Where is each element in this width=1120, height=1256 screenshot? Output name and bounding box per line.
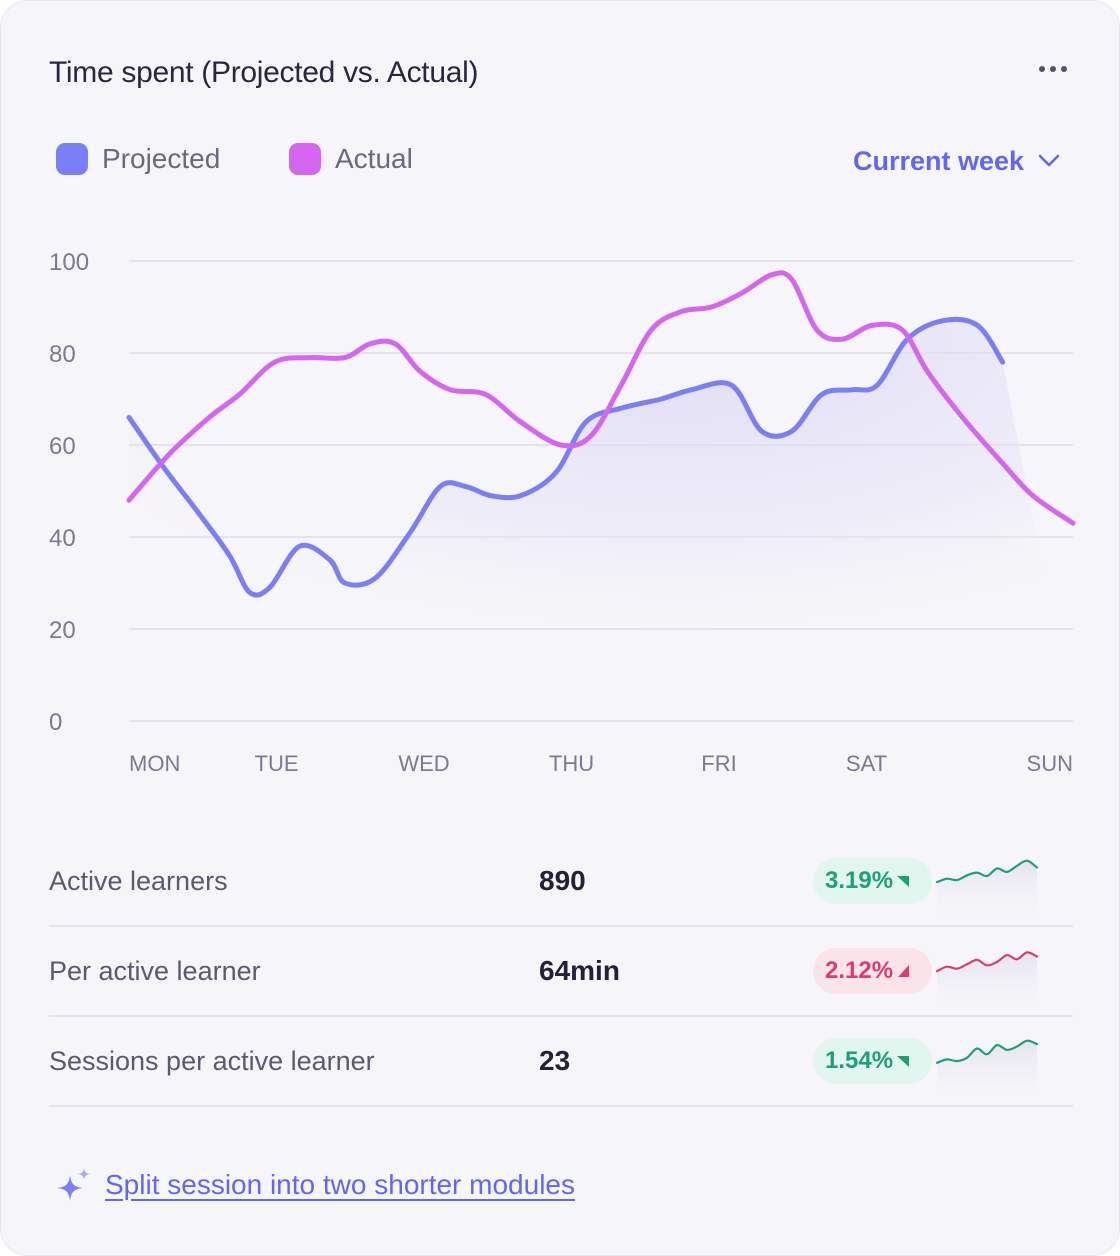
trend-up-icon — [897, 1056, 910, 1067]
metrics-table: Active learners 890 3.19% Per active lea… — [49, 837, 1073, 1107]
legend-label: Actual — [335, 143, 413, 174]
sparkline — [935, 859, 1039, 925]
y-tick-label: 40 — [49, 525, 76, 552]
change-value: 3.19% — [825, 867, 894, 894]
change-value: 2.12% — [825, 957, 894, 984]
more-dot — [1061, 66, 1067, 72]
y-tick-label: 0 — [49, 709, 62, 736]
legend-swatch-actual — [289, 143, 321, 175]
x-tick-label: MON — [129, 751, 180, 776]
series-area-projected — [129, 319, 1073, 726]
period-selector-dropdown[interactable]: Current week — [853, 141, 1062, 181]
metric-value: 23 — [539, 1045, 571, 1076]
x-tick-label: TUE — [255, 751, 299, 776]
period-label: Current week — [853, 145, 1025, 176]
sparkline-area — [937, 860, 1037, 925]
change-badge: 3.19% — [813, 858, 933, 904]
legend-item-projected[interactable]: Projected — [56, 143, 220, 175]
legend-swatch-projected — [56, 143, 88, 175]
metric-name: Per active learner — [49, 956, 261, 986]
x-tick-label: SUN — [1027, 751, 1073, 776]
y-tick-label: 20 — [49, 617, 76, 644]
x-tick-label: FRI — [701, 751, 736, 776]
series-line-actual — [126, 270, 1076, 526]
metric-row: Sessions per active learner 23 1.54% — [49, 1017, 1073, 1107]
metric-row: Active learners 890 3.19% — [49, 837, 1073, 927]
sparkline — [935, 951, 1039, 1015]
metric-value: 64min — [539, 955, 620, 986]
legend-label: Projected — [102, 143, 221, 174]
sparkline — [935, 1039, 1039, 1105]
legend-item-actual[interactable]: Actual — [289, 143, 413, 175]
metric-value: 890 — [539, 865, 586, 896]
change-badge: 2.12% — [813, 948, 933, 994]
metric-name: Sessions per active learner — [49, 1046, 375, 1076]
x-tick-label: SAT — [846, 751, 887, 776]
change-value: 1.54% — [825, 1047, 894, 1074]
line-chart: 0 20 40 60 80 100 MON TUE WED THU FRI SAT SUN — [49, 249, 1076, 776]
change-badge: 1.54% — [813, 1038, 933, 1084]
y-tick-label: 100 — [49, 249, 89, 276]
metric-name: Active learners — [49, 866, 228, 896]
sparkline-line — [935, 951, 1039, 973]
more-dot — [1039, 66, 1045, 72]
suggestion: Split session into two shorter modules — [57, 1167, 575, 1203]
more-options-button[interactable] — [1029, 49, 1077, 89]
more-dot — [1050, 66, 1056, 72]
sparkle-icon — [57, 1168, 90, 1201]
series-line-projected — [126, 316, 1006, 598]
metric-row: Per active learner 64min 2.12% — [49, 927, 1073, 1017]
y-tick-label: 60 — [49, 433, 76, 460]
sparkline-line — [935, 859, 1039, 884]
y-tick-label: 80 — [49, 341, 76, 368]
suggestion-link[interactable]: Split session into two shorter modules — [105, 1169, 575, 1200]
trend-down-icon — [898, 965, 910, 977]
x-tick-label: THU — [549, 751, 594, 776]
card-title: Time spent (Projected vs. Actual) — [49, 56, 479, 89]
sparkline-line — [935, 1039, 1039, 1064]
chevron-down-icon — [1038, 154, 1060, 167]
sparkline-area — [937, 1040, 1037, 1105]
sparkline-area — [937, 952, 1037, 1015]
x-tick-label: WED — [398, 751, 449, 776]
trend-up-icon — [897, 876, 910, 887]
